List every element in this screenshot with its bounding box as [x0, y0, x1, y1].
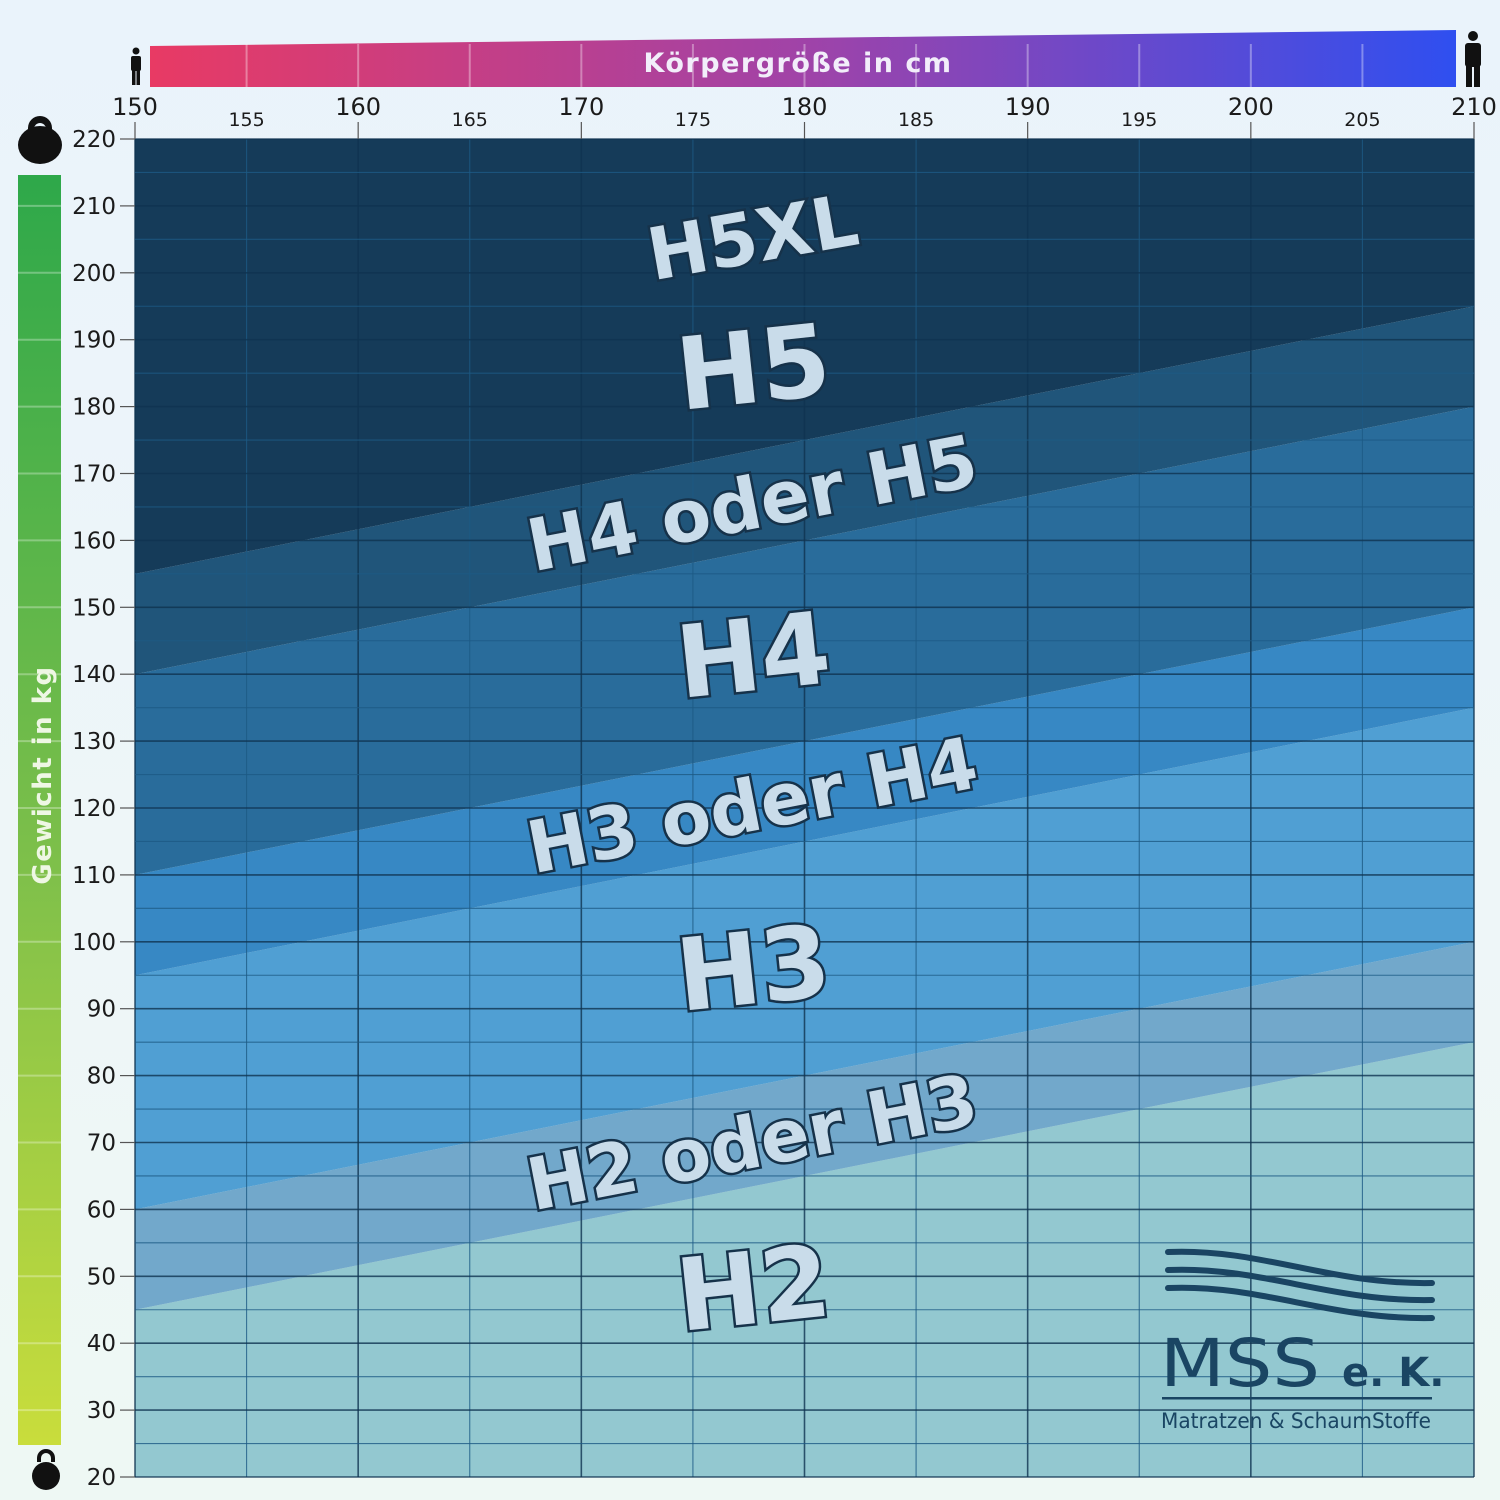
y-tick-label: 220	[72, 127, 116, 153]
weight-gradient-bar	[18, 175, 61, 1445]
person-small-icon	[131, 47, 141, 85]
x-tick-label: 180	[782, 93, 828, 121]
person-tall-icon	[1465, 31, 1481, 87]
x-tick-label: 200	[1228, 93, 1274, 121]
x-tick-label: 210	[1451, 93, 1497, 121]
y-tick-label: 120	[72, 796, 116, 822]
y-tick-label: 100	[72, 930, 116, 956]
y-tick-label: 210	[72, 194, 116, 220]
x-tick-label: 170	[558, 93, 604, 121]
x-tick-label: 160	[335, 93, 381, 121]
x-tick-label-minor: 185	[898, 109, 934, 131]
x-tick-label-minor: 195	[1121, 109, 1157, 131]
x-tick-label-minor: 165	[452, 109, 488, 131]
y-axis-ticks: 20 30 40 50 60 70 80 90 100 110 120 130 140 150 160 170…	[72, 127, 135, 1491]
y-tick-label: 190	[72, 328, 116, 354]
x-tick-label-minor: 205	[1344, 109, 1380, 131]
zone-label-h4: H4	[671, 589, 836, 721]
logo-suffix: e. K.	[1342, 1350, 1444, 1396]
y-tick-label: 150	[72, 595, 116, 621]
y-tick-label: 20	[87, 1465, 116, 1491]
y-tick-label: 110	[72, 863, 116, 889]
zone-label-h5: H5	[671, 301, 836, 433]
height-gradient-bar	[150, 30, 1456, 87]
x-tick-label-minor: 175	[675, 109, 711, 131]
x-tick-label: 190	[1005, 93, 1051, 121]
zone-label-h2: H2	[671, 1222, 836, 1354]
weight-axis-label: Gewicht in kg	[28, 665, 58, 884]
logo-tagline: Matratzen & SchaumStoffe	[1161, 1409, 1431, 1433]
grid	[134, 138, 1475, 1478]
kettlebell-small-icon	[32, 1449, 60, 1490]
height-bar: Körpergröße in cm	[150, 30, 1456, 87]
x-axis-ticks: 150 160 170 180 190 200 210 155 165 175 185 195 205	[112, 93, 1497, 139]
y-tick-label: 140	[72, 662, 116, 688]
y-tick-label: 180	[72, 395, 116, 421]
y-tick-label: 90	[87, 997, 116, 1023]
y-tick-label: 130	[72, 729, 116, 755]
mss-logo: MSS e. K. Matratzen & SchaumStoffe	[1160, 1248, 1444, 1433]
y-tick-label: 200	[72, 261, 116, 287]
height-axis-label: Körpergröße in cm	[643, 48, 952, 79]
y-tick-label: 70	[87, 1131, 116, 1157]
logo-name: MSS	[1160, 1325, 1320, 1402]
y-tick-label: 160	[72, 528, 116, 554]
zone-label-h3: H3	[671, 902, 836, 1034]
y-tick-label: 30	[87, 1398, 116, 1424]
y-tick-label: 40	[87, 1331, 116, 1357]
weight-bar: Gewicht in kg	[18, 175, 61, 1445]
y-tick-label: 80	[87, 1064, 116, 1090]
y-tick-label: 50	[87, 1264, 116, 1290]
kettlebell-large-icon	[18, 116, 62, 164]
y-tick-label: 60	[87, 1197, 116, 1223]
x-tick-label: 150	[112, 93, 158, 121]
y-tick-label: 170	[72, 462, 116, 488]
x-tick-label-minor: 155	[228, 109, 264, 131]
